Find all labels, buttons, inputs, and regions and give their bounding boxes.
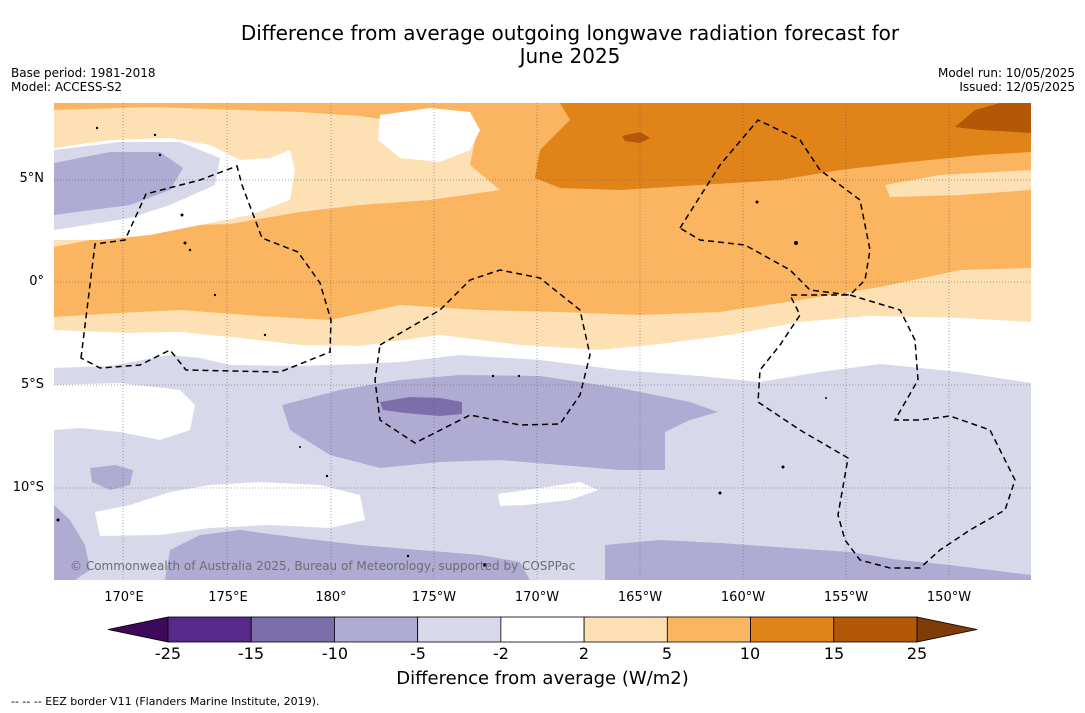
- colorbar-segment: [417, 616, 502, 643]
- colorbar-tick: 15: [823, 644, 845, 663]
- base-period: Base period: 1981-2018: [11, 66, 156, 80]
- colorbar-tick: 10: [739, 644, 761, 663]
- lat-label-5n: 5°N: [19, 171, 45, 186]
- colorbar-extend-low: [107, 616, 169, 643]
- colorbar-segment: [167, 616, 252, 643]
- colorbar-tick: 2: [578, 644, 590, 663]
- band-neg10-neg15: [380, 397, 462, 416]
- issued-date: Issued: 12/05/2025: [959, 80, 1075, 94]
- islands: [56, 126, 827, 567]
- colorbar-segment: [833, 616, 918, 643]
- colorbar-segment: [666, 616, 751, 643]
- band-neg5-neg10: [282, 375, 718, 470]
- chart-title: Difference from average outgoing longwav…: [240, 21, 900, 68]
- lat-label-5s: 5°S: [20, 377, 44, 392]
- lon-label: 175°W: [411, 590, 457, 605]
- lon-label: 155°W: [823, 590, 869, 605]
- colorbar-title: Difference from average (W/m2): [396, 668, 689, 689]
- lon-label: 160°W: [720, 590, 766, 605]
- anomaly-field: [54, 103, 1031, 580]
- colorbar-tick: -25: [154, 644, 182, 663]
- colorbar-tick: -10: [321, 644, 349, 663]
- meta-left: Base period: 1981-2018 Model: ACCESS-S2: [11, 66, 156, 94]
- copyright-notice: © Commonwealth of Australia 2025, Bureau…: [70, 559, 576, 573]
- band-15-25: [955, 103, 1031, 133]
- lon-label: 170°E: [104, 590, 144, 605]
- lon-label: 170°W: [514, 590, 560, 605]
- colorbar-tick: 5: [661, 644, 673, 663]
- colorbar-tick: -2: [493, 644, 509, 663]
- colorbar-segment: [334, 616, 419, 643]
- colorbar: [107, 616, 978, 643]
- colorbar-segment: [500, 616, 585, 643]
- colorbar-tick: -15: [237, 644, 265, 663]
- meta-right: Model run: 10/05/2025 Issued: 12/05/2025: [938, 66, 1075, 94]
- colorbar-segment: [583, 616, 668, 643]
- colorbar-segment: [750, 616, 835, 643]
- lon-label: 180°: [315, 590, 347, 605]
- band-10-15: [535, 103, 1031, 190]
- lat-label-10s: 10°S: [12, 480, 44, 495]
- lon-label: 175°E: [208, 590, 248, 605]
- model-run: Model run: 10/05/2025: [937, 66, 1075, 80]
- eez-footnote: -- -- -- EEZ border V11 (Flanders Marine…: [11, 695, 320, 708]
- lon-label: 150°W: [926, 590, 972, 605]
- model-name: Model: ACCESS-S2: [11, 80, 123, 94]
- colorbar-extend-high: [916, 616, 978, 643]
- lon-label: 165°W: [617, 590, 663, 605]
- colorbar-tick: -5: [410, 644, 426, 663]
- white-patch-north: [378, 108, 480, 162]
- eez-borders: [80, 119, 1016, 569]
- lat-label-0: 0°: [29, 274, 44, 289]
- colorbar-tick: 25: [906, 644, 928, 663]
- graticule: [54, 103, 1031, 580]
- colorbar-segment: [250, 616, 335, 643]
